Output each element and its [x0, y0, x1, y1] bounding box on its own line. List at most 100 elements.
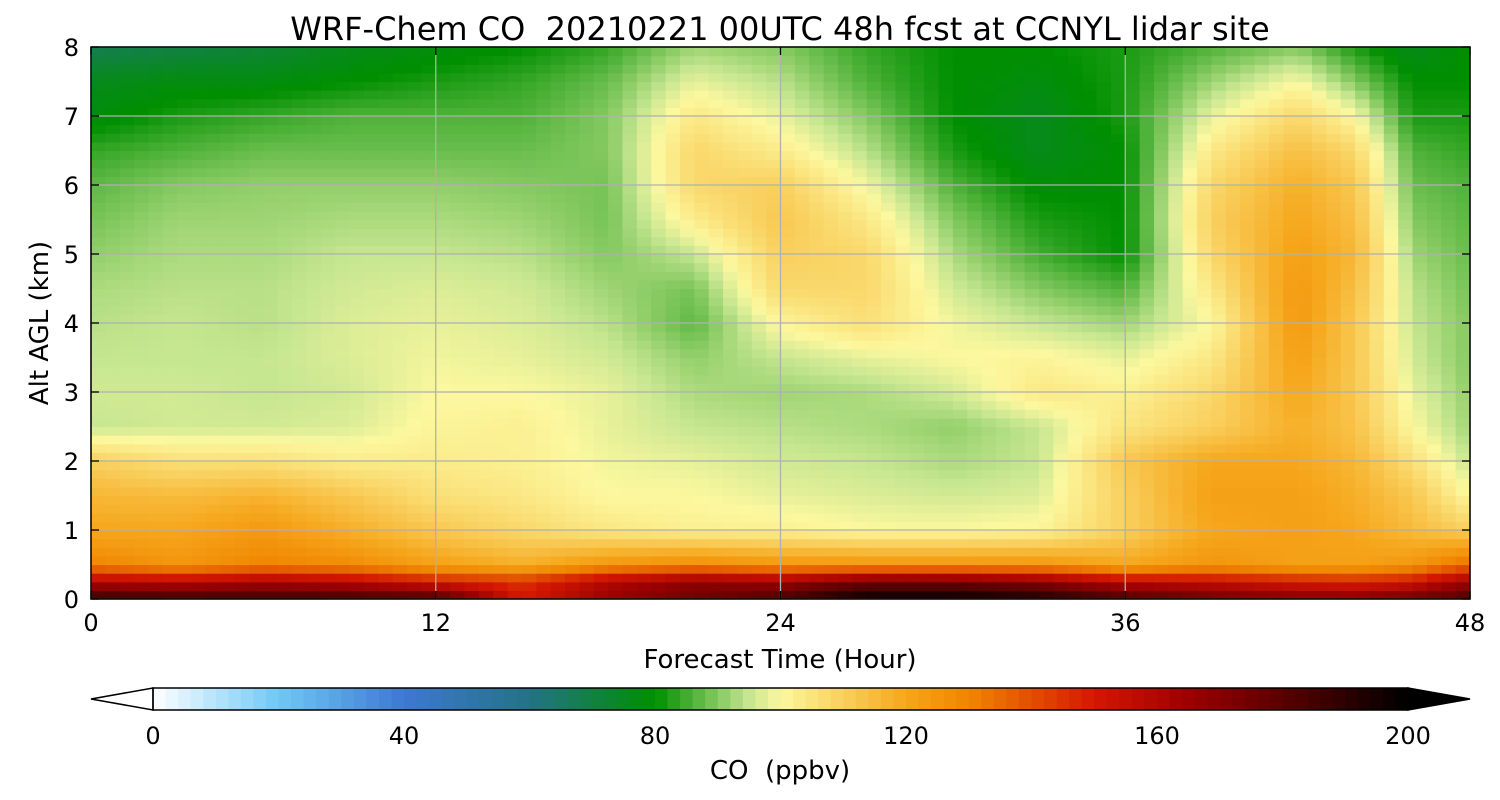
- heatmap-cell: [1182, 564, 1198, 574]
- heatmap-cell: [263, 486, 279, 497]
- heatmap-cell: [1283, 366, 1299, 376]
- heatmap-cell: [766, 314, 782, 324]
- heatmap-cell: [1182, 228, 1198, 238]
- heatmap-cell: [134, 590, 150, 599]
- heatmap-cell: [1326, 210, 1342, 221]
- heatmap-cell: [995, 564, 1011, 574]
- heatmap-cell: [464, 262, 480, 272]
- heatmap-cell: [651, 236, 667, 246]
- heatmap-cell: [866, 159, 882, 169]
- heatmap-cell: [550, 236, 566, 246]
- heatmap-cell: [1110, 374, 1126, 384]
- heatmap-cell: [924, 202, 940, 212]
- heatmap-cell: [263, 202, 279, 212]
- heatmap-cell: [1441, 159, 1457, 169]
- heatmap-cell: [234, 573, 250, 583]
- heatmap-cell: [1110, 409, 1126, 419]
- heatmap-cell: [1326, 383, 1342, 393]
- heatmap-cell: [550, 271, 566, 281]
- heatmap-cell: [909, 469, 925, 479]
- heatmap-cell: [1110, 478, 1126, 488]
- heatmap-cell: [794, 254, 810, 264]
- heatmap-cell: [1412, 159, 1428, 169]
- heatmap-cell: [723, 383, 738, 393]
- heatmap-cell: [1211, 469, 1227, 479]
- heatmap-cell: [335, 461, 351, 471]
- heatmap-cell: [665, 374, 681, 384]
- heatmap-cell: [1211, 176, 1227, 186]
- heatmap-cell: [1441, 305, 1457, 315]
- heatmap-cell: [478, 202, 494, 212]
- heatmap-cell: [1197, 383, 1213, 393]
- heatmap-cell: [1369, 435, 1385, 445]
- heatmap-cell: [435, 331, 451, 341]
- heatmap-cell: [1268, 254, 1284, 264]
- heatmap-cell: [1082, 331, 1098, 341]
- heatmap-cell: [1355, 228, 1371, 238]
- heatmap-cell: [1125, 417, 1141, 428]
- heatmap-cell: [363, 366, 379, 376]
- heatmap-cell: [1067, 530, 1083, 540]
- heatmap-cell: [823, 573, 839, 583]
- heatmap-cell: [134, 547, 150, 557]
- heatmap-cell: [435, 305, 451, 315]
- heatmap-cell: [981, 219, 997, 229]
- heatmap-cell: [363, 159, 379, 169]
- heatmap-cell: [1168, 254, 1184, 264]
- heatmap-cell: [1082, 461, 1098, 471]
- heatmap-cell: [1412, 452, 1428, 462]
- heatmap-cell: [162, 210, 178, 221]
- heatmap-cell: [435, 193, 451, 203]
- heatmap-cell: [708, 167, 724, 177]
- heatmap-cell: [1326, 331, 1342, 341]
- heatmap-cell: [1110, 357, 1126, 367]
- heatmap-cell: [1383, 150, 1399, 160]
- heatmap-cell: [1240, 521, 1256, 531]
- heatmap-cell: [593, 210, 609, 221]
- heatmap-cell: [1383, 159, 1399, 169]
- heatmap-cell: [1311, 512, 1327, 522]
- heatmap-cell: [766, 495, 782, 505]
- heatmap-cell: [105, 555, 121, 566]
- heatmap-cell: [435, 254, 451, 264]
- heatmap-cell: [1182, 478, 1198, 488]
- heatmap-cell: [363, 236, 379, 246]
- heatmap-cell: [220, 538, 236, 548]
- heatmap-cell: [780, 435, 796, 445]
- heatmap-cell: [1297, 340, 1313, 350]
- heatmap-cell: [1125, 167, 1141, 177]
- heatmap-cell: [708, 254, 724, 264]
- heatmap-cell: [177, 435, 193, 445]
- heatmap-cell: [837, 254, 853, 264]
- heatmap-cell: [292, 305, 308, 315]
- heatmap-cell: [1240, 581, 1256, 591]
- heatmap-cell: [335, 409, 351, 419]
- heatmap-cell: [1197, 590, 1213, 599]
- heatmap-cell: [665, 512, 681, 522]
- heatmap-cell: [493, 555, 509, 566]
- heatmap-cell: [708, 547, 724, 557]
- heatmap-cell: [119, 271, 135, 281]
- heatmap-cell: [1283, 573, 1299, 583]
- heatmap-cell: [407, 495, 422, 505]
- heatmap-cell: [536, 504, 552, 514]
- heatmap-cell: [1125, 452, 1141, 462]
- heatmap-cell: [450, 228, 466, 238]
- heatmap-cell: [1297, 193, 1313, 203]
- heatmap-cell: [1283, 314, 1299, 324]
- heatmap-cell: [349, 185, 365, 195]
- heatmap-cell: [162, 254, 178, 264]
- heatmap-cell: [1441, 262, 1457, 272]
- heatmap-cell: [478, 426, 494, 436]
- heatmap-cell: [1197, 426, 1213, 436]
- heatmap-cell: [1383, 547, 1399, 557]
- heatmap-cell: [737, 219, 753, 229]
- heatmap-cell: [91, 193, 106, 203]
- heatmap-cell: [464, 331, 480, 341]
- heatmap-cell: [177, 461, 193, 471]
- heatmap-cell: [1182, 512, 1198, 522]
- heatmap-cell: [938, 581, 954, 591]
- heatmap-cell: [694, 581, 710, 591]
- heatmap-cell: [306, 150, 322, 160]
- heatmap-cell: [407, 409, 422, 419]
